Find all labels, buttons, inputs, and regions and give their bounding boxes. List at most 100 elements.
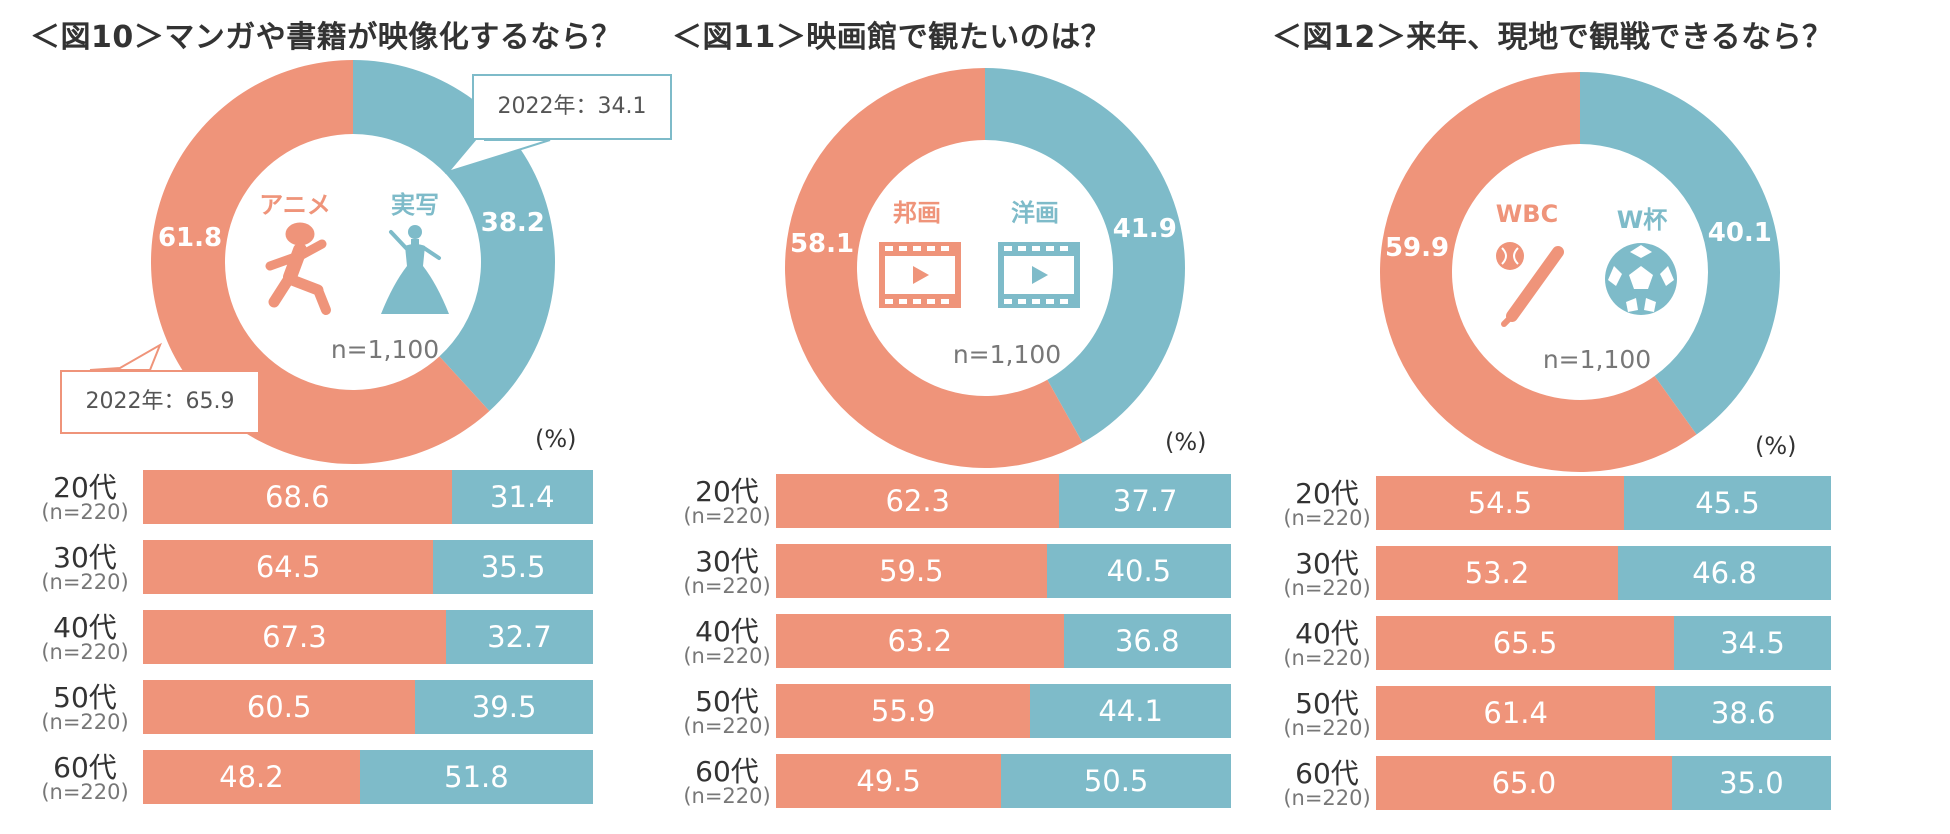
bar-row: 20代 (n=220) 68.6 31.4 [30,470,630,526]
bar-row: 60代 (n=220) 65.0 35.0 [1272,756,1872,812]
bar-segment-left: 62.3 [776,474,1060,528]
bar-row: 30代 (n=220) 64.5 35.5 [30,540,630,596]
bar-segment-right: 35.0 [1671,756,1831,810]
bar-row: 50代 (n=220) 60.5 39.5 [30,680,630,736]
donut-chart: 40.1 59.9 [1380,72,1780,472]
bar-segment-right: 35.5 [433,540,593,594]
bar-segment-left: 65.5 [1376,616,1675,670]
bar-row: 60代 (n=220) 48.2 51.8 [30,750,630,806]
bar-segment-right: 38.6 [1655,686,1831,740]
running-figure-icon [265,222,331,315]
age-group-sample-label: (n=220) [1283,786,1371,810]
left-category-label: アニメ [259,191,331,219]
sample-size-label: n=1,100 [330,335,440,364]
age-group-sample-label: (n=220) [1283,506,1371,530]
sample-size-label: n=1,100 [952,340,1062,369]
bar-segment-right: 34.5 [1674,616,1831,670]
age-group-label: 20代 [695,475,759,508]
donut-slice-left [784,68,1083,469]
left-category-label: WBC [1495,200,1559,228]
bar-row: 40代 (n=220) 67.3 32.7 [30,610,630,666]
bar-segment-left: 61.4 [1376,686,1656,740]
callout-2022-right: 2022年：34.1 [472,74,672,140]
panel-title: ＜図11＞映画館で観たいのは？ [672,20,1112,55]
age-group-sample-label: (n=220) [41,780,129,804]
bar-row: 60代 (n=220) 49.5 50.5 [672,754,1272,810]
age-group-label: 30代 [1295,547,1359,580]
bar-segment-left: 63.2 [776,614,1064,668]
age-group-sample-label: (n=220) [1283,646,1371,670]
bar-row: 50代 (n=220) 55.9 44.1 [672,684,1272,740]
age-group-sample-label: (n=220) [683,504,771,528]
bar-segment-right: 37.7 [1059,474,1231,528]
film-play-icon [998,242,1080,308]
baseball-bat-icon [1496,242,1564,327]
bar-segment-left: 59.5 [776,544,1047,598]
bar-segment-right: 45.5 [1623,476,1831,530]
age-group-label: 30代 [695,545,759,578]
bar-segment-left: 48.2 [143,750,360,804]
bar-segment-right: 32.7 [445,610,593,664]
bar-segment-right: 39.5 [415,680,593,734]
bar-row: 50代 (n=220) 61.4 38.6 [1272,686,1872,742]
donut-slice-left [1380,72,1697,472]
panel-title: ＜図12＞来年、現地で観戦できるなら？ [1272,20,1833,55]
donut-slice-right [1580,72,1780,435]
callout-2022-left: 2022年：65.9 [60,370,260,434]
age-group-label: 50代 [53,681,117,714]
donut-value-label-left: 61.8 [158,223,222,253]
bar-segment-left: 65.0 [1376,756,1672,810]
right-category-label: 洋画 [1011,199,1059,227]
sample-size-label: n=1,100 [1542,345,1652,374]
donut-slice-left [150,60,490,465]
age-group-label: 60代 [53,751,117,784]
bar-segment-right: 40.5 [1046,544,1231,598]
bar-row: 40代 (n=220) 63.2 36.8 [672,614,1272,670]
bar-segment-left: 49.5 [776,754,1002,808]
donut-value-label-right: 40.1 [1708,218,1772,248]
chart-panel-sports-viewing: ＜図12＞来年、現地で観戦できるなら？ 40.1 59.9 WBC W杯 n=1,… [1272,0,1922,834]
chart-panel-cinema-preference: ＜図11＞映画館で観たいのは？ 41.9 58.1 邦画 洋画 n=1,100 (… [672,0,1322,834]
bar-segment-left: 53.2 [1376,546,1619,600]
bar-segment-left: 55.9 [776,684,1031,738]
age-group-label: 60代 [1295,757,1359,790]
panel-title: ＜図10＞マンガや書籍が映像化するなら？ [30,20,622,55]
right-category-label: W杯 [1616,206,1668,234]
bar-segment-right: 50.5 [1001,754,1231,808]
bar-segment-left: 54.5 [1376,476,1624,530]
donut-slice-right [985,68,1185,443]
age-group-label: 40代 [53,611,117,644]
donut-value-label-left: 58.1 [790,229,854,259]
bar-row: 40代 (n=220) 65.5 34.5 [1272,616,1872,672]
age-group-label: 40代 [1295,617,1359,650]
age-group-label: 50代 [1295,687,1359,720]
donut-value-label-left: 59.9 [1385,233,1449,263]
bar-segment-right: 31.4 [451,470,593,524]
age-group-sample-label: (n=220) [41,500,129,524]
bar-segment-left: 67.3 [143,610,446,664]
unit-label: (%) [535,425,577,453]
donut-value-label-right: 38.2 [481,208,545,238]
bar-segment-right: 51.8 [359,750,593,804]
soccer-ball-icon [1605,243,1677,315]
bar-segment-left: 60.5 [143,680,416,734]
age-group-sample-label: (n=220) [683,644,771,668]
left-category-label: 邦画 [893,199,941,227]
bar-segment-left: 68.6 [143,470,452,524]
age-group-sample-label: (n=220) [683,784,771,808]
chart-panel-manga-adaptation: ＜図10＞マンガや書籍が映像化するなら？ 38.2 61.8 アニメ 実写 n=1… [30,0,680,834]
age-group-label: 20代 [1295,477,1359,510]
bar-row: 20代 (n=220) 54.5 45.5 [1272,476,1872,532]
bar-segment-right: 36.8 [1063,614,1231,668]
age-group-sample-label: (n=220) [41,570,129,594]
bar-row: 30代 (n=220) 59.5 40.5 [672,544,1272,600]
age-group-label: 50代 [695,685,759,718]
age-group-sample-label: (n=220) [683,574,771,598]
age-group-sample-label: (n=220) [41,640,129,664]
bar-segment-left: 64.5 [143,540,434,594]
age-group-sample-label: (n=220) [1283,576,1371,600]
princess-dress-icon [381,225,449,314]
age-group-sample-label: (n=220) [1283,716,1371,740]
donut-value-label-right: 41.9 [1113,214,1177,244]
unit-label: (%) [1755,432,1797,460]
